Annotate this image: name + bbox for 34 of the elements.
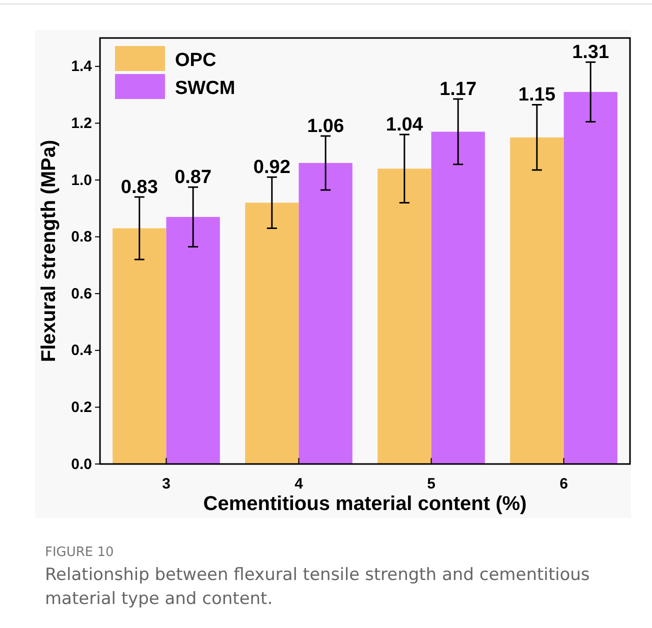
data-label: 1.17 bbox=[440, 79, 477, 100]
data-label: 1.06 bbox=[307, 116, 344, 137]
y-tick-label: 0.8 bbox=[71, 228, 92, 246]
y-tick-label: 0.2 bbox=[71, 399, 92, 416]
y-tick-label: 1.0 bbox=[71, 172, 92, 189]
bar bbox=[245, 202, 299, 464]
y-tick-label: 0.0 bbox=[71, 456, 92, 473]
x-tick-label: 5 bbox=[427, 476, 436, 493]
bar bbox=[431, 132, 485, 464]
data-label: 1.04 bbox=[386, 114, 424, 136]
data-label: 0.83 bbox=[120, 177, 158, 198]
y-tick-label: 1.4 bbox=[71, 58, 93, 76]
bar bbox=[112, 228, 166, 464]
y-tick-label: 0.4 bbox=[71, 342, 93, 360]
caption: FIGURE 10 bbox=[45, 545, 114, 560]
legend-label: OPC bbox=[175, 50, 216, 71]
bar bbox=[378, 168, 432, 464]
bar bbox=[564, 92, 618, 464]
x-tick-label: 4 bbox=[294, 476, 304, 493]
x-tick-label: 6 bbox=[560, 476, 568, 493]
data-label: 0.92 bbox=[253, 157, 290, 178]
y-tick-label: 1.2 bbox=[71, 115, 92, 132]
y-axis-title: Flexural strength (MPa) bbox=[38, 140, 60, 362]
data-label: 1.15 bbox=[518, 84, 556, 106]
bar bbox=[510, 137, 564, 464]
data-label: 1.31 bbox=[572, 42, 610, 64]
x-tick-label: 3 bbox=[162, 476, 170, 493]
text: Relationship between flexural tensile strength and cementitious material type and content. bbox=[45, 565, 590, 609]
bar bbox=[298, 162, 352, 464]
legend-label: SWCM bbox=[175, 78, 236, 99]
x-axis-title: Cementitious material content (%) bbox=[203, 493, 527, 515]
bar bbox=[166, 216, 220, 464]
y-tick-label: 0.6 bbox=[71, 285, 92, 302]
data-label: 0.87 bbox=[174, 167, 212, 188]
